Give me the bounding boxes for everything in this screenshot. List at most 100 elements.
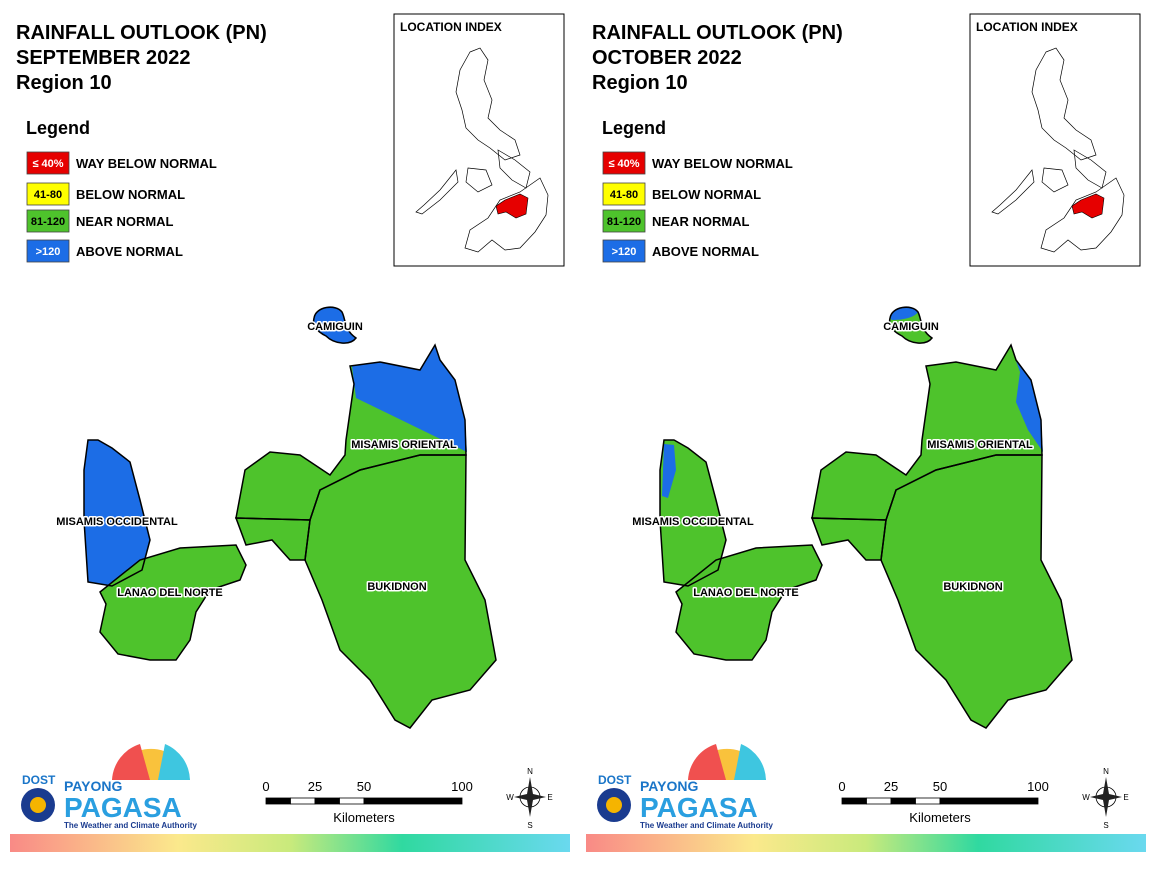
logo-brand-top: PAYONG [64,778,122,794]
legend-swatch-label: 41-80 [34,189,62,201]
compass-letter: N [1103,767,1109,776]
region-fill [890,307,918,320]
region-fill [1012,350,1043,452]
region-fill [662,444,676,498]
legend-swatch-label: 81-120 [607,216,641,228]
logo-umbrella-left [688,744,726,780]
scale-segment [314,797,340,805]
compass-letter: E [547,793,552,802]
logo-agency: DOST [598,773,632,787]
logo-umbrella-right [158,744,190,780]
scale-unit: Kilometers [333,810,395,825]
panel: RAINFALL OUTLOOK (PN) OCTOBER 2022 Region … [586,13,1146,852]
scale-tick-label: 50 [357,779,371,794]
legend-label: WAY BELOW NORMAL [76,156,217,171]
legend-swatch-label: ≤ 40% [608,158,639,170]
location-index-title: LOCATION INDEX [400,20,502,34]
region-label: LANAO DEL NORTE [117,587,223,599]
compass-letter: W [1082,793,1090,802]
region-boundary [659,439,727,587]
legend-label: ABOVE NORMAL [76,244,183,259]
legend-swatch [602,239,646,263]
legend-swatch [26,239,70,263]
title-line: SEPTEMBER 2022 [16,47,191,69]
region-boundary [888,306,934,344]
legend-label: BELOW NORMAL [652,187,761,202]
scale-tick-label: 100 [451,779,473,794]
scale-tick-label: 0 [838,779,845,794]
legend-swatch-label: >120 [612,246,637,258]
legend-label: NEAR NORMAL [652,214,750,229]
region-label: MISAMIS OCCIDENTAL [632,516,754,528]
scale-tick-label: 50 [933,779,947,794]
logo-brand-top: PAYONG [640,778,698,794]
region-label: BUKIDNON [943,581,1002,593]
title-line: Region 10 [592,72,688,94]
color-band [10,834,570,852]
region-boundary [675,544,823,661]
legend-title: Legend [602,118,666,138]
scale-segment [939,797,1039,805]
scale-tick-label: 0 [262,779,269,794]
legend-swatch-label: 81-120 [31,216,65,228]
region-highlight [1071,193,1105,219]
logo-umbrella-right [734,744,766,780]
scale-segment [841,797,867,805]
scale-tick-label: 100 [1027,779,1049,794]
region-fill [881,455,1072,728]
region-fill [236,518,310,560]
legend-swatch-label: >120 [36,246,61,258]
scale-segment [915,797,941,805]
region-label: LANAO DEL NORTE [693,587,799,599]
legend-label: NEAR NORMAL [76,214,174,229]
region-boundary [304,454,497,729]
legend-swatch [602,151,646,175]
legend-swatch [602,182,646,206]
region-fill [313,307,356,344]
compass-letter: E [1123,793,1128,802]
logo-tagline: The Weather and Climate Authority [640,821,773,830]
region-fill [812,518,886,560]
logo-seal-inner [606,797,622,813]
logo-brand: PAGASA [64,792,182,823]
logo-brand: PAGASA [640,792,758,823]
region-label: MISAMIS ORIENTAL [927,439,1033,451]
region-fill [305,455,496,728]
logo-agency: DOST [22,773,56,787]
title-line: Region 10 [16,72,112,94]
region-boundary [99,544,247,661]
scale-segment [363,797,463,805]
scale-segment [265,797,291,805]
legend-swatch [26,182,70,206]
region-label: MISAMIS ORIENTAL [351,439,457,451]
title-line: RAINFALL OUTLOOK (PN) [592,22,843,44]
scale-segment [866,797,892,805]
legend-label: BELOW NORMAL [76,187,185,202]
region-label: CAMIGUIN [883,321,939,333]
region-fill [352,345,467,452]
panel: RAINFALL OUTLOOK (PN) SEPTEMBER 2022 Regio… [10,13,570,852]
legend-label: ABOVE NORMAL [652,244,759,259]
compass-star [514,777,546,817]
scale-unit: Kilometers [909,810,971,825]
logo-seal-inner [30,797,46,813]
title-line: OCTOBER 2022 [592,47,742,69]
scale-segment [339,797,365,805]
legend-label: WAY BELOW NORMAL [652,156,793,171]
compass-letter: N [527,767,533,776]
legend-swatch [26,209,70,233]
region-fill [812,345,1042,520]
scale-segment [890,797,916,805]
region-highlight [495,193,529,219]
compass-star [1090,777,1122,817]
compass-letter: S [1103,821,1108,830]
scale-tick-label: 25 [884,779,898,794]
region-label: BUKIDNON [367,581,426,593]
region-boundary [83,439,151,587]
region-label: MISAMIS OCCIDENTAL [56,516,178,528]
region-label: CAMIGUIN [307,321,363,333]
legend-title: Legend [26,118,90,138]
color-band [586,834,1146,852]
